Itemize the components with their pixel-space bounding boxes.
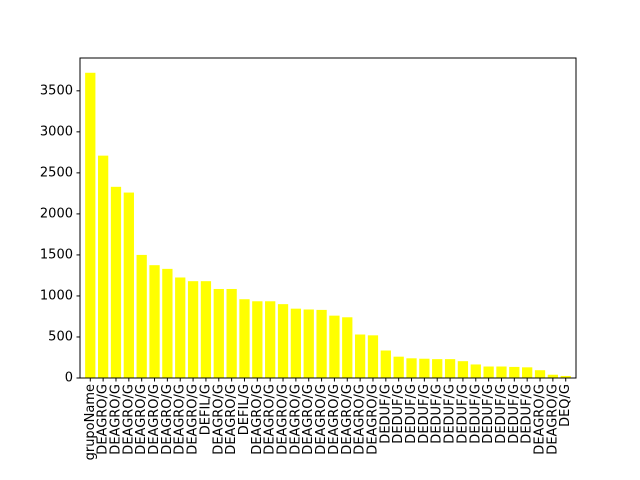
bar [444, 359, 456, 378]
x-tick-label: DEAGRO/G [327, 384, 342, 455]
x-tick-label: DEAGRO/G [365, 384, 380, 455]
y-tick-label: 0 [65, 371, 73, 386]
x-tick-label: DEQ/G [558, 384, 573, 427]
x-tick-label: DEDUF/G [417, 384, 432, 444]
y-tick-label: 2000 [40, 206, 73, 221]
x-tick-label: DEDUF/G [443, 384, 458, 444]
bar [419, 358, 430, 378]
x-tick-label: DEAGRO/G [250, 384, 265, 455]
bar [509, 366, 520, 378]
x-tick-label: DEDUF/G [494, 384, 509, 444]
x-tick-label: DEAGRO/G [276, 384, 291, 455]
y-tick-label: 2500 [40, 165, 73, 180]
x-tick-label: DEDUF/G [378, 384, 393, 444]
x-tick-label: DEAGRO/G [263, 384, 278, 455]
bar [342, 317, 353, 378]
bar [123, 192, 134, 378]
x-tick-label: DEAGRO/G [533, 384, 548, 455]
x-tick-label: DEAGRO/G [121, 384, 136, 455]
bar [175, 277, 186, 378]
bar [393, 356, 404, 378]
x-tick-label: DEAGRO/G [96, 384, 111, 455]
bar [303, 309, 314, 378]
x-tick-label: DEAGRO/G [288, 384, 303, 455]
bar [162, 268, 173, 378]
x-tick-label: DEDUF/G [468, 384, 483, 444]
bar [483, 366, 494, 378]
x-tick-label: DEAGRO/G [173, 384, 188, 455]
bar [239, 299, 250, 378]
y-tick-label: 1000 [40, 288, 73, 303]
x-tick-label: DEAGRO/G [108, 384, 123, 455]
x-tick-label: DEFIL/G [237, 384, 252, 435]
x-tick-label: DEAGRO/G [134, 384, 149, 455]
bar [85, 72, 96, 379]
x-tick-label: DEFIL/G [198, 384, 213, 435]
y-tick-label: 3500 [40, 83, 73, 98]
bar [265, 301, 276, 378]
x-tick-label: DEDUF/G [404, 384, 419, 444]
x-tick-label: DEDUF/G [481, 384, 496, 444]
x-tick-label: DEAGRO/G [147, 384, 162, 455]
bar [136, 254, 147, 378]
bar [226, 288, 237, 378]
bar [457, 361, 469, 378]
bar [354, 334, 366, 378]
bar [496, 366, 507, 378]
x-tick-label: DEDUF/G [391, 384, 406, 444]
x-tick-label: DEDUF/G [455, 384, 470, 444]
x-tick-label: DEDUF/G [507, 384, 522, 444]
bar-group [85, 72, 571, 379]
bar [534, 370, 546, 378]
bar [522, 367, 533, 378]
bar [200, 281, 212, 378]
x-tick-label: DEAGRO/G [353, 384, 368, 455]
x-tick-label: DEAGRO/G [340, 384, 355, 455]
bar [110, 186, 122, 378]
bar [290, 308, 302, 378]
bar [149, 265, 160, 378]
bar [432, 359, 443, 378]
bar [277, 304, 289, 378]
bar [560, 375, 571, 378]
x-axis-ticks: grupoNameDEAGRO/GDEAGRO/GDEAGRO/GDEAGRO/… [83, 378, 573, 460]
x-tick-label: grupoName [83, 384, 98, 460]
bar [470, 364, 481, 378]
bar [380, 350, 391, 378]
x-tick-label: DEAGRO/G [314, 384, 329, 455]
y-axis-ticks: 0 500 1000 1500 2000 2500 3000 3500 [40, 83, 80, 386]
bar [367, 335, 379, 378]
x-tick-label: DEAGRO/G [224, 384, 239, 455]
bar [252, 301, 263, 378]
y-tick-label: 3000 [40, 124, 73, 139]
x-tick-label: DEAGRO/G [186, 384, 201, 455]
bar [329, 315, 340, 378]
bar [547, 374, 559, 378]
x-tick-label: DEAGRO/G [545, 384, 560, 455]
bar [406, 358, 417, 378]
x-tick-label: DEDUF/G [430, 384, 445, 444]
x-tick-label: DEAGRO/G [301, 384, 316, 455]
plot-frame [79, 57, 577, 379]
bar [213, 288, 224, 378]
y-tick-label: 500 [48, 329, 73, 344]
bar [316, 309, 327, 378]
x-tick-label: DEAGRO/G [211, 384, 226, 455]
bar [97, 155, 109, 378]
y-tick-label: 1500 [40, 247, 73, 262]
x-tick-label: DEAGRO/G [160, 384, 175, 455]
bar [187, 281, 199, 378]
x-tick-label: DEDUF/G [520, 384, 535, 444]
